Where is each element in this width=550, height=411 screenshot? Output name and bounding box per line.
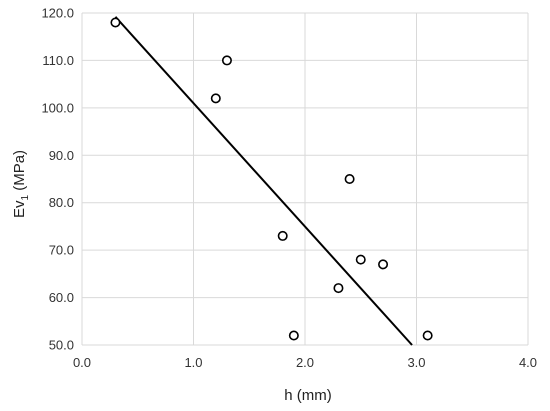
y-tick-label: 70.0 bbox=[49, 243, 74, 258]
data-point bbox=[333, 283, 344, 294]
x-axis-label: h (mm) bbox=[284, 387, 332, 404]
y-tick-labels: 50.0 60.0 70.0 80.0 90.0 100.0 110.0 120.0 bbox=[41, 6, 74, 353]
data-point bbox=[422, 330, 433, 341]
data-point bbox=[221, 55, 232, 66]
data-point bbox=[277, 230, 288, 241]
y-axis-label-unit: (MPa) bbox=[11, 150, 28, 195]
data-point bbox=[210, 93, 221, 104]
data-point bbox=[344, 174, 355, 185]
x-tick-label: 3.0 bbox=[407, 355, 425, 370]
y-tick-label: 100.0 bbox=[41, 100, 74, 115]
data-points bbox=[110, 17, 433, 341]
y-axis-label-subscript: 1 bbox=[20, 195, 31, 201]
data-point bbox=[288, 330, 299, 341]
data-point bbox=[110, 17, 121, 28]
y-tick-label: 60.0 bbox=[49, 290, 74, 305]
y-tick-label: 80.0 bbox=[49, 195, 74, 210]
y-tick-label: 90.0 bbox=[49, 148, 74, 163]
data-point bbox=[355, 254, 366, 265]
y-tick-label: 120.0 bbox=[41, 6, 74, 21]
data-point bbox=[378, 259, 389, 270]
trendline bbox=[114, 16, 413, 346]
y-tick-label: 50.0 bbox=[49, 338, 74, 353]
x-tick-label: 4.0 bbox=[519, 355, 537, 370]
y-tick-label: 110.0 bbox=[42, 53, 74, 68]
x-tick-label: 1.0 bbox=[184, 355, 202, 370]
y-axis-label: Ev1 (MPa) bbox=[11, 150, 31, 218]
grid-lines bbox=[81, 12, 529, 346]
x-tick-labels: 0.0 1.0 2.0 3.0 4.0 bbox=[73, 355, 537, 370]
x-tick-label: 2.0 bbox=[296, 355, 314, 370]
y-axis-label-main: Ev bbox=[11, 200, 28, 218]
x-tick-label: 0.0 bbox=[73, 355, 91, 370]
